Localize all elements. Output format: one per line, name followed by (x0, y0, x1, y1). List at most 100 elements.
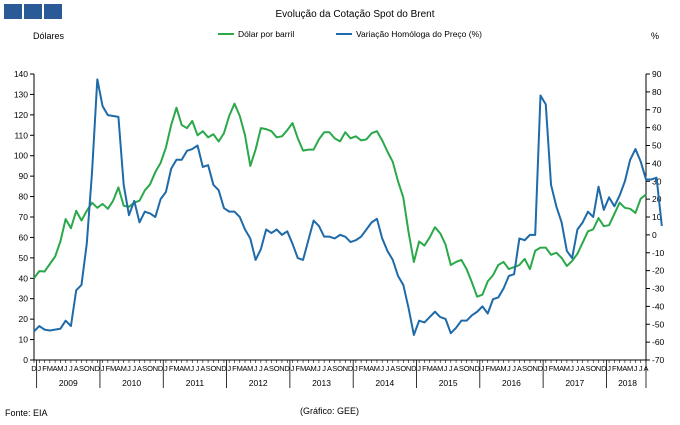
month-label: J (69, 364, 73, 373)
month-label: A (200, 364, 205, 373)
left-tick-label: 120 (14, 110, 28, 120)
month-label: M (553, 364, 559, 373)
month-label: N (532, 364, 537, 373)
month-label: F (42, 364, 47, 373)
yoy-line (33, 78, 663, 336)
month-label: F (422, 364, 427, 373)
legend-label-yoy: Variação Homóloga do Preço (%) (356, 29, 482, 39)
month-label: S (522, 364, 527, 373)
left-tick-label: 30 (19, 294, 29, 304)
month-label: M (374, 364, 380, 373)
month-label: O (274, 364, 280, 373)
month-label: J (576, 364, 580, 373)
month-label: S (206, 364, 211, 373)
month-label: O (337, 364, 343, 373)
month-label: S (79, 364, 84, 373)
month-label: S (332, 364, 337, 373)
month-label: J (380, 364, 384, 373)
month-label: J (227, 364, 231, 373)
source-note: Fonte: EIA (5, 408, 48, 418)
month-label: A (369, 364, 374, 373)
price-line (33, 102, 647, 298)
right-tick-label: 70 (652, 105, 662, 115)
month-label: J (417, 364, 421, 373)
left-tick-label: 100 (14, 151, 28, 161)
right-tick-label: -50 (652, 319, 665, 329)
month-label: D (411, 364, 417, 373)
month-label: M (627, 364, 633, 373)
month-label: A (137, 364, 142, 373)
month-label: F (485, 364, 490, 373)
month-label: M (247, 364, 253, 373)
month-label: A (264, 364, 269, 373)
month-label: J (449, 364, 453, 373)
month-label: A (179, 364, 184, 373)
month-label: D (285, 364, 291, 373)
month-label: D (158, 364, 164, 373)
month-label: S (396, 364, 401, 373)
header-box-3 (44, 4, 62, 19)
month-label: J (291, 364, 295, 373)
month-label: N (469, 364, 474, 373)
month-label: M (490, 364, 496, 373)
month-label: D (221, 364, 227, 373)
right-tick-label: -60 (652, 337, 665, 347)
month-label: A (454, 364, 459, 373)
left-tick-label: 20 (19, 314, 29, 324)
year-label: 2018 (618, 378, 637, 388)
month-label: J (607, 364, 611, 373)
month-label: J (544, 364, 548, 373)
month-label: O (527, 364, 533, 373)
month-label: J (634, 364, 638, 373)
month-label: M (363, 364, 369, 373)
year-label: 2016 (502, 378, 521, 388)
month-label: A (74, 364, 79, 373)
left-tick-label: 80 (19, 192, 29, 202)
month-label: M (500, 364, 506, 373)
year-label: 2014 (375, 378, 394, 388)
chart-title: Evolução da Cotação Spot do Brent (276, 9, 435, 20)
month-label: J (639, 364, 643, 373)
month-label: J (190, 364, 194, 373)
month-label: A (390, 364, 395, 373)
month-label: J (444, 364, 448, 373)
month-label: F (106, 364, 111, 373)
left-tick-label: 140 (14, 69, 28, 79)
month-label: J (354, 364, 358, 373)
month-label: N (153, 364, 158, 373)
month-label: M (57, 364, 63, 373)
month-label: A (116, 364, 121, 373)
year-label: 2010 (122, 378, 141, 388)
month-label: N (343, 364, 348, 373)
month-label: A (517, 364, 522, 373)
left-tick-label: 60 (19, 232, 29, 242)
month-label: S (142, 364, 147, 373)
month-label: J (317, 364, 321, 373)
year-label: 2015 (439, 378, 458, 388)
year-label: 2013 (312, 378, 331, 388)
right-tick-label: 50 (652, 141, 662, 151)
month-label: F (359, 364, 364, 373)
month-label: M (110, 364, 116, 373)
month-label: J (259, 364, 263, 373)
right-tick-label: 80 (652, 87, 662, 97)
right-tick-label: -40 (652, 301, 665, 311)
left-tick-label: 70 (19, 212, 29, 222)
right-tick-label: -20 (652, 266, 665, 276)
month-label: O (147, 364, 153, 373)
left-tick-label: 130 (14, 89, 28, 99)
month-label: D (95, 364, 101, 373)
month-label: M (300, 364, 306, 373)
right-tick-label: 10 (652, 212, 662, 222)
right-tick-label: 40 (652, 158, 662, 168)
month-label: O (464, 364, 470, 373)
header-box-1 (4, 4, 22, 19)
left-tick-label: 0 (23, 355, 28, 365)
month-label: S (585, 364, 590, 373)
month-label: A (53, 364, 58, 373)
month-label: O (590, 364, 596, 373)
month-label: J (196, 364, 200, 373)
month-label: J (164, 364, 168, 373)
month-label: M (47, 364, 53, 373)
